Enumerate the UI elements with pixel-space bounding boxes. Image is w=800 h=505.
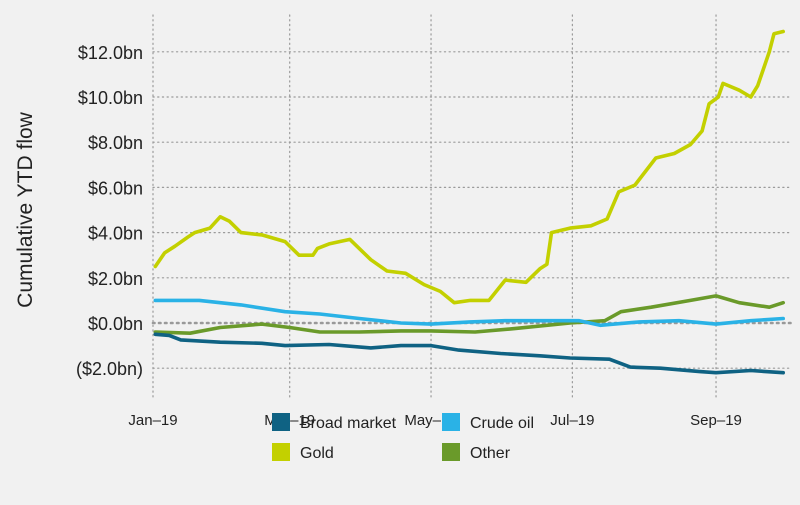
y-axis-ticks: $12.0bn $10.0bn $8.0bn $6.0bn $4.0bn $2.0bn $0… bbox=[76, 43, 143, 379]
y-axis-label: Cumulative YTD flow bbox=[14, 111, 37, 308]
y-tick-label: ($2.0bn) bbox=[76, 359, 143, 379]
y-tick-label: $2.0bn bbox=[88, 269, 143, 289]
y-tick-label: $6.0bn bbox=[88, 178, 143, 198]
series-line-broad-market bbox=[153, 332, 786, 375]
legend-swatch bbox=[272, 443, 290, 461]
x-tick-label: Sep–19 bbox=[690, 412, 742, 429]
x-tick-label: Jul–19 bbox=[550, 412, 594, 429]
legend-label: Broad market bbox=[300, 415, 397, 432]
legend-label: Gold bbox=[300, 445, 334, 462]
legend: Broad market Crude oil Gold Other bbox=[272, 413, 534, 462]
legend-label: Other bbox=[470, 445, 511, 462]
legend-swatch bbox=[442, 413, 460, 431]
series-line-gold bbox=[153, 29, 786, 305]
y-tick-label: $8.0bn bbox=[88, 133, 143, 153]
x-tick-label: Jan–19 bbox=[128, 412, 177, 429]
y-tick-label: $12.0bn bbox=[78, 43, 143, 63]
legend-swatch bbox=[442, 443, 460, 461]
legend-swatch bbox=[272, 413, 290, 431]
series-line-other bbox=[153, 294, 786, 336]
series-lines bbox=[153, 29, 786, 375]
y-tick-label: $4.0bn bbox=[88, 224, 143, 244]
y-tick-label: $10.0bn bbox=[78, 88, 143, 108]
y-tick-label: $0.0bn bbox=[88, 314, 143, 334]
legend-label: Crude oil bbox=[470, 415, 534, 432]
series-line-crude-oil bbox=[153, 298, 786, 328]
